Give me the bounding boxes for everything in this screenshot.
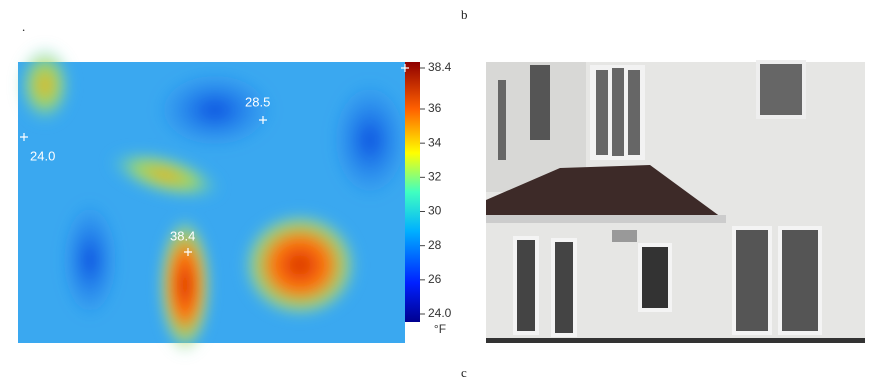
tick-label: 30: [428, 204, 442, 218]
marker-label: 28.5: [245, 94, 270, 109]
panel-label: c: [461, 365, 467, 380]
unit-label: °F: [434, 322, 446, 336]
tick-label: 34: [428, 135, 442, 149]
panel-label: b: [461, 7, 468, 22]
figure: . b c 38.436343230282624.0°F28.52: [0, 0, 873, 381]
tick-label: 28: [428, 238, 442, 252]
tick-label: 32: [428, 170, 442, 184]
tick-label: 26: [428, 272, 442, 286]
dot: .: [22, 19, 25, 34]
tick-label: 38.4: [428, 60, 452, 74]
colorbar: [405, 62, 420, 322]
thermal-image: [17, 45, 420, 355]
tick-label: 36: [428, 101, 442, 115]
marker-label: 24.0: [30, 148, 55, 163]
marker-label: 38.4: [170, 228, 195, 243]
tick-label: 24.0: [428, 306, 452, 320]
photo: [486, 62, 865, 343]
